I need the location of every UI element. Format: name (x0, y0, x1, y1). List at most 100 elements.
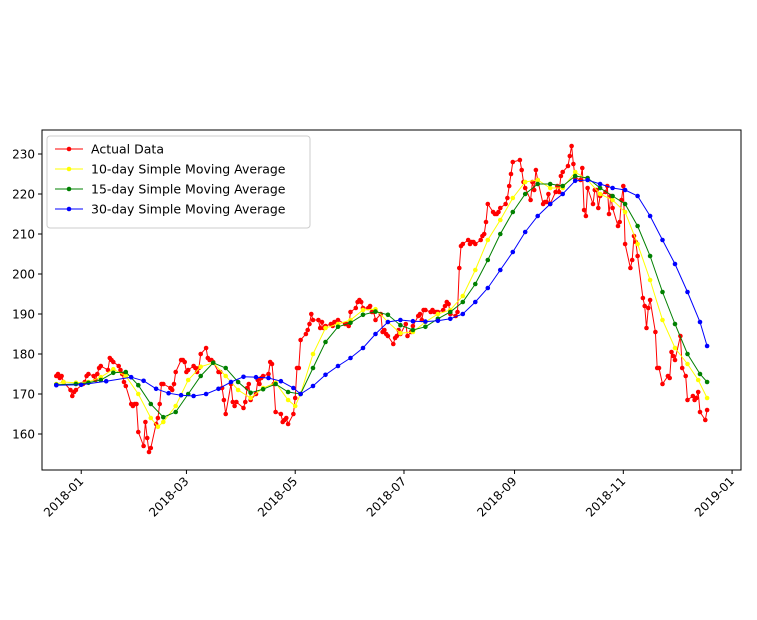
data-point (547, 181, 553, 187)
data-point (323, 372, 328, 378)
data-point (653, 329, 658, 335)
data-point (182, 359, 187, 365)
y-tick-label: 190 (12, 308, 35, 322)
data-point (622, 201, 628, 207)
data-point (455, 309, 460, 315)
data-point (246, 381, 252, 387)
data-point (155, 424, 161, 430)
data-point (544, 199, 549, 205)
data-point (473, 267, 478, 273)
data-point (498, 205, 503, 211)
data-point (91, 373, 96, 379)
data-point (157, 401, 162, 407)
data-point (585, 177, 590, 183)
data-point (547, 185, 553, 191)
data-point (505, 195, 510, 201)
data-point (191, 393, 196, 399)
data-point (98, 363, 104, 369)
data-point (171, 381, 177, 387)
data-point (510, 195, 516, 201)
data-point (141, 378, 146, 384)
data-point (146, 449, 152, 455)
data-point (547, 201, 553, 207)
data-point (153, 386, 159, 392)
data-point (567, 153, 573, 159)
data-point (685, 397, 690, 403)
data-point (704, 343, 710, 349)
data-point (640, 295, 646, 301)
data-point (435, 318, 441, 324)
legend-entry: Actual Data (55, 142, 164, 157)
data-point (410, 318, 416, 324)
data-point (622, 187, 628, 193)
data-point (448, 316, 453, 322)
data-point (266, 375, 271, 381)
data-point (695, 377, 701, 383)
data-point (61, 379, 66, 385)
data-point (173, 409, 178, 415)
data-point (498, 267, 503, 273)
data-point (111, 359, 116, 365)
data-point (203, 391, 209, 397)
y-tick-label: 230 (12, 148, 35, 162)
data-point (685, 361, 690, 367)
data-point (360, 307, 366, 313)
data-point (173, 403, 178, 409)
data-point (473, 281, 478, 287)
legend-label: 15-day Simple Moving Average (91, 182, 286, 197)
data-point (405, 333, 410, 339)
data-point (483, 219, 489, 225)
data-point (292, 403, 298, 409)
data-point (136, 391, 141, 397)
data-point (580, 165, 585, 171)
data-point (697, 409, 703, 415)
data-point (679, 365, 685, 371)
data-point (121, 379, 127, 385)
data-point (644, 325, 649, 331)
data-point (219, 385, 225, 391)
data-point (148, 401, 154, 407)
data-point (528, 197, 533, 203)
data-point (683, 373, 688, 379)
data-point (606, 211, 612, 217)
data-point (155, 415, 161, 421)
data-point (510, 159, 516, 165)
data-point (498, 217, 503, 223)
data-point (123, 373, 129, 379)
data-point (508, 171, 514, 177)
data-point (672, 321, 678, 327)
data-point (86, 371, 91, 377)
data-point (503, 201, 508, 207)
data-point (285, 389, 291, 395)
data-point (660, 381, 665, 387)
data-point (704, 407, 710, 413)
data-point (273, 381, 278, 387)
data-point (335, 324, 341, 330)
legend-box (46, 135, 311, 229)
data-point (533, 167, 539, 173)
data-point (398, 330, 403, 336)
axes-frame (41, 129, 742, 471)
data-point (134, 401, 139, 407)
data-point (572, 173, 578, 179)
data-point (59, 373, 64, 379)
data-point (460, 311, 466, 317)
data-point (695, 389, 701, 395)
data-point (169, 387, 175, 393)
data-point (278, 378, 284, 384)
data-point (118, 367, 123, 373)
data-point (185, 367, 191, 373)
data-point (373, 331, 378, 337)
y-tick-label: 170 (12, 388, 35, 402)
data-point (672, 345, 678, 351)
data-point (221, 397, 227, 403)
data-point (291, 411, 296, 417)
data-point (382, 327, 387, 333)
data-point (617, 219, 622, 225)
data-point (703, 417, 708, 423)
x-tick-label: 2018-11 (583, 474, 628, 519)
data-point (647, 277, 653, 283)
data-point (597, 185, 603, 191)
data-point (535, 177, 540, 183)
data-point (296, 365, 302, 371)
